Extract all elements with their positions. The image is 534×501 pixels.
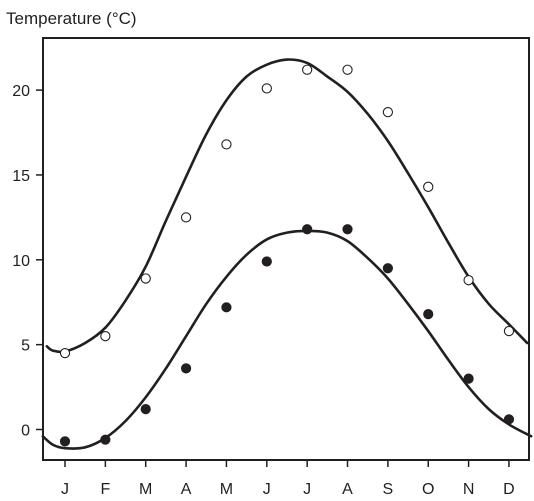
open-data-point [382, 107, 394, 118]
filled-data-point [261, 256, 272, 267]
y-tick-label: 20 [12, 83, 30, 100]
open-data-point [221, 139, 232, 150]
y-tick-label: 0 [21, 423, 30, 440]
open-data-point [342, 64, 353, 75]
data-points [59, 64, 515, 447]
open-data-point [140, 273, 151, 284]
open-data-point [261, 83, 272, 94]
filled-data-point [423, 309, 434, 320]
x-tick-label: S [383, 481, 394, 498]
filled-data-point [382, 263, 393, 274]
open-data-point [463, 275, 474, 286]
fit-curve-1 [45, 58, 529, 354]
x-tick-label: M [220, 481, 233, 498]
x-tick-label: O [422, 481, 434, 498]
fitted-curves [41, 58, 533, 450]
y-tick-label: 10 [12, 253, 30, 270]
y-axis-label: Temperature (°C) [6, 9, 137, 28]
open-data-point [423, 181, 434, 192]
filled-data-point [221, 302, 232, 313]
x-tick-label: J [263, 481, 271, 498]
filled-data-point [463, 373, 474, 384]
x-tick-label: J [303, 481, 311, 498]
open-data-point [180, 212, 192, 223]
filled-data-point [180, 363, 192, 374]
open-data-point [503, 325, 515, 337]
filled-data-point [302, 224, 313, 235]
x-tick-label: A [181, 481, 192, 498]
fit-curve-2 [41, 229, 533, 450]
y-tick-label: 15 [12, 168, 30, 185]
filled-data-point [503, 414, 515, 425]
open-data-point [100, 331, 111, 342]
open-data-point [59, 347, 71, 359]
filled-data-point [140, 404, 151, 415]
plot-frame [42, 37, 530, 461]
x-tick-label: M [139, 481, 152, 498]
filled-data-point [59, 436, 71, 447]
filled-data-point [100, 434, 111, 445]
x-tick-label: A [342, 481, 353, 498]
x-tick-label: N [463, 481, 475, 498]
filled-data-point [342, 224, 353, 235]
y-tick-label: 5 [21, 338, 30, 355]
x-tick-label: J [61, 481, 69, 498]
open-data-point [302, 64, 313, 75]
y-axis-ticks: 0 5 10 15 20 [12, 83, 43, 440]
x-tick-label: D [503, 481, 515, 498]
x-tick-label: F [100, 481, 110, 498]
